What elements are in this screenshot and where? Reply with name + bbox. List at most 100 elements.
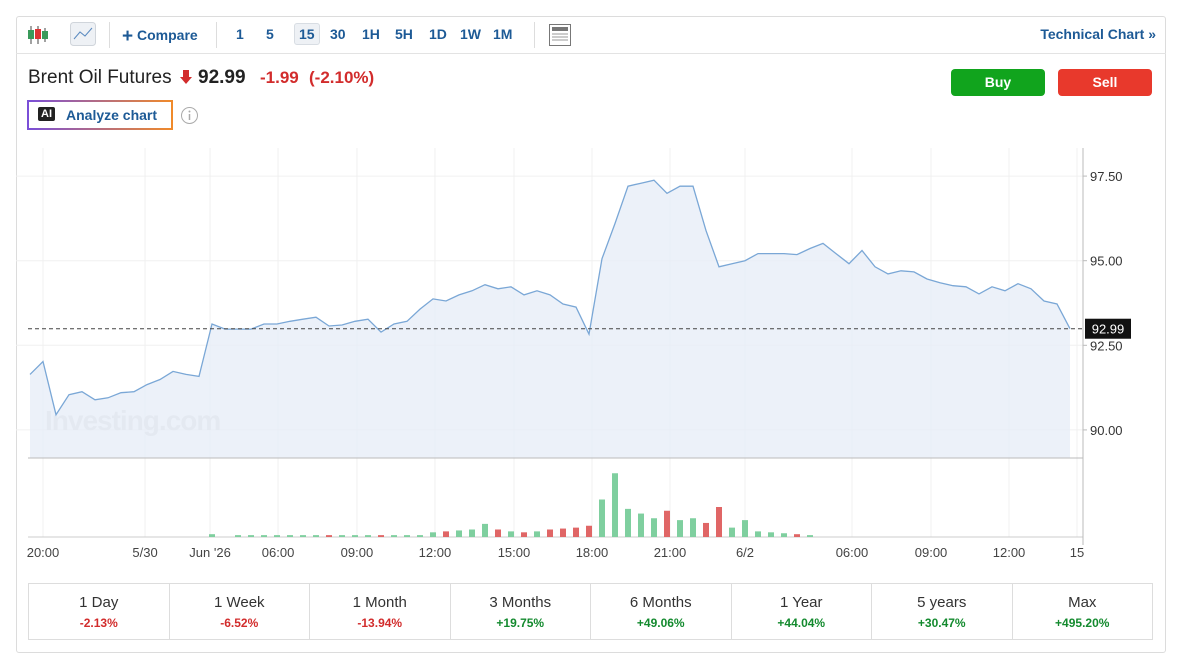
- volume-bar: [469, 529, 475, 537]
- volume-bar: [768, 532, 774, 537]
- analyze-chart-button[interactable]: AI Analyze chart: [27, 100, 173, 130]
- period-cell[interactable]: 1 Day -2.13%: [29, 584, 170, 639]
- compare-button[interactable]: + Compare: [122, 26, 198, 47]
- volume-bar: [443, 531, 449, 537]
- price-change: -1.99: [260, 68, 299, 87]
- period-cell[interactable]: 3 Months +19.75%: [451, 584, 591, 639]
- period-label: 1 Month: [352, 594, 407, 611]
- volume-bar: [352, 535, 358, 537]
- x-tick-label: 18:00: [576, 545, 609, 560]
- volume-bar: [365, 535, 371, 537]
- last-price-badge: [1085, 318, 1131, 339]
- interval-button[interactable]: 1H: [362, 26, 380, 42]
- x-tick-label: 09:00: [341, 545, 374, 560]
- separator: [216, 22, 217, 48]
- volume-bar: [638, 513, 644, 537]
- price-change-pct: (-2.10%): [309, 68, 375, 87]
- y-tick-label: 97.50: [1090, 169, 1123, 184]
- volume-bar: [794, 534, 800, 537]
- candles-icon[interactable]: [26, 24, 50, 46]
- volume-bar: [612, 473, 618, 537]
- ai-badge: AI: [38, 107, 55, 121]
- x-tick-label: 5/30: [132, 545, 157, 560]
- area-icon[interactable]: [70, 22, 96, 46]
- period-label: Max: [1068, 594, 1097, 611]
- x-tick-label: 09:00: [915, 545, 948, 560]
- x-tick-label: 6/2: [736, 545, 754, 560]
- volume-bar: [586, 525, 592, 537]
- volume-bar: [690, 518, 696, 537]
- volume-bar: [391, 535, 397, 537]
- period-change: -6.52%: [220, 616, 259, 630]
- volume-bar: [456, 530, 462, 537]
- x-tick-label: 20:00: [27, 545, 60, 560]
- interval-button[interactable]: 5: [266, 26, 274, 42]
- price-line: [29, 179, 1071, 417]
- volume-bar: [378, 535, 384, 537]
- info-icon[interactable]: [180, 106, 199, 125]
- y-tick-label: 95.00: [1090, 254, 1123, 269]
- volume-bar: [287, 535, 293, 537]
- x-tick-label: 21:00: [654, 545, 687, 560]
- last-price-badge-label: 92.99: [1092, 322, 1125, 337]
- period-cell[interactable]: 1 Month -13.94%: [310, 584, 451, 639]
- analyze-label: Analyze chart: [66, 107, 158, 123]
- sell-button[interactable]: Sell: [1058, 69, 1152, 96]
- interval-button[interactable]: 1: [236, 26, 244, 42]
- down-arrow: [180, 70, 192, 84]
- period-cell[interactable]: 1 Week -6.52%: [170, 584, 310, 639]
- period-change: -2.13%: [79, 616, 118, 630]
- x-tick-label: 06:00: [262, 545, 295, 560]
- volume-bar: [534, 531, 540, 537]
- period-change: +19.75%: [496, 616, 545, 630]
- volume-bar: [430, 532, 436, 537]
- table-icon[interactable]: [548, 23, 572, 47]
- toolbar: + Compare Technical Chart » 1 5 15 30 1H 5H 1D…: [16, 16, 1166, 54]
- period-change: +44.04%: [777, 616, 826, 630]
- x-tick-label: 12:00: [419, 545, 452, 560]
- period-cell[interactable]: 1 Year +44.04%: [732, 584, 872, 639]
- interval-button[interactable]: 1W: [460, 26, 481, 42]
- interval-button[interactable]: 15: [294, 23, 320, 45]
- performance-table: 1 Day -2.13% 1 Week -6.52% 1 Month -13.94% 3 M…: [28, 583, 1153, 640]
- volume-bar: [547, 529, 553, 537]
- buy-button[interactable]: Buy: [951, 69, 1045, 96]
- volume-bar: [495, 529, 501, 537]
- x-tick-label: 12:00: [993, 545, 1026, 560]
- volume-bar: [807, 535, 813, 537]
- interval-button[interactable]: 1M: [493, 26, 513, 42]
- volume-bar: [560, 528, 566, 537]
- interval-button[interactable]: 5H: [395, 26, 413, 42]
- volume-bar: [703, 522, 709, 537]
- volume-bar: [300, 535, 306, 537]
- period-change: +30.47%: [917, 616, 966, 630]
- volume-bar: [742, 520, 748, 537]
- volume-bar: [664, 510, 670, 537]
- x-tick-label: 15: [1070, 545, 1084, 560]
- y-tick-label: 90.00: [1090, 423, 1123, 438]
- period-label: 3 Months: [489, 594, 552, 611]
- volume-bar: [716, 507, 722, 537]
- x-tick-label: 06:00: [836, 545, 869, 560]
- volume-bar: [599, 499, 605, 537]
- volume-bar: [729, 527, 735, 537]
- technical-chart-link[interactable]: Technical Chart »: [1040, 26, 1156, 42]
- interval-button[interactable]: 30: [330, 26, 346, 42]
- volume-bar: [781, 533, 787, 537]
- volume-bar: [313, 535, 319, 537]
- period-cell[interactable]: 5 years +30.47%: [872, 584, 1013, 639]
- volume-bar: [651, 518, 657, 537]
- period-label: 1 Week: [213, 594, 265, 611]
- volume-bar: [339, 535, 345, 537]
- volume-bar: [677, 520, 683, 537]
- period-cell[interactable]: Max +495.20%: [1013, 584, 1153, 639]
- compare-label: Compare: [137, 27, 198, 43]
- widget-frame: [16, 16, 1166, 653]
- volume-bar: [755, 531, 761, 537]
- volume-bar: [417, 535, 423, 537]
- volume-bar: [573, 527, 579, 537]
- period-cell[interactable]: 6 Months +49.06%: [591, 584, 732, 639]
- interval-button[interactable]: 1D: [429, 26, 447, 42]
